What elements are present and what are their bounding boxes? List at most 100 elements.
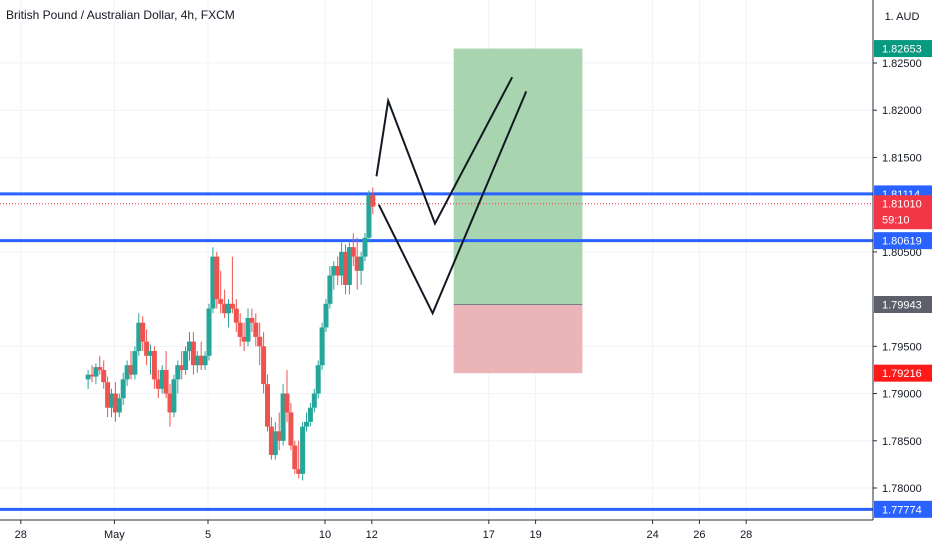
candle[interactable]	[124, 360, 130, 387]
candle[interactable]	[226, 299, 231, 328]
candle[interactable]	[229, 256, 235, 314]
candle[interactable]	[300, 421, 306, 481]
candle[interactable]	[148, 344, 153, 375]
price-tag-stop[interactable]: 1.79216	[874, 364, 932, 382]
projection-path-down[interactable]	[377, 90, 528, 316]
candle[interactable]	[261, 332, 267, 394]
price-tag-bg	[874, 195, 932, 230]
candle[interactable]	[280, 384, 286, 446]
candle[interactable]	[222, 289, 228, 318]
projection-path-up[interactable]	[375, 76, 514, 226]
candle[interactable]	[159, 365, 165, 394]
candle-body	[229, 303, 235, 309]
candle[interactable]	[167, 384, 173, 427]
candle[interactable]	[358, 251, 364, 285]
candle-body	[354, 256, 360, 271]
candle[interactable]	[163, 351, 169, 399]
candle[interactable]	[97, 355, 103, 375]
candle[interactable]	[183, 346, 189, 375]
candle[interactable]	[249, 308, 255, 333]
candle[interactable]	[233, 299, 239, 333]
candle[interactable]	[311, 388, 317, 413]
candle[interactable]	[210, 247, 216, 314]
candle[interactable]	[245, 308, 251, 347]
candle[interactable]	[89, 365, 95, 383]
candle[interactable]	[257, 322, 263, 366]
candle[interactable]	[339, 242, 345, 285]
candle[interactable]	[171, 374, 177, 418]
candle-body	[214, 256, 220, 300]
candle[interactable]	[93, 363, 99, 385]
candle[interactable]	[112, 382, 118, 422]
candle-body	[327, 275, 333, 304]
candle[interactable]	[366, 190, 372, 243]
candle[interactable]	[194, 351, 200, 373]
candle[interactable]	[335, 256, 341, 285]
candle[interactable]	[237, 313, 243, 347]
candle[interactable]	[198, 341, 204, 370]
grid	[0, 0, 873, 520]
candle[interactable]	[350, 233, 356, 267]
candle[interactable]	[268, 417, 274, 460]
candle[interactable]	[151, 346, 157, 389]
candle[interactable]	[109, 388, 114, 418]
candle[interactable]	[296, 440, 302, 479]
candle-body	[116, 398, 122, 413]
candle[interactable]	[319, 322, 325, 370]
candle[interactable]	[214, 251, 220, 309]
candle-body	[237, 322, 243, 337]
candle[interactable]	[307, 403, 313, 427]
candle[interactable]	[362, 233, 368, 262]
candle[interactable]	[105, 376, 111, 418]
candle[interactable]	[346, 242, 352, 295]
candle[interactable]	[315, 360, 321, 399]
candle[interactable]	[136, 313, 142, 356]
candle[interactable]	[253, 313, 259, 347]
candle[interactable]	[132, 346, 138, 380]
candle[interactable]	[155, 369, 161, 399]
candle-body	[210, 256, 216, 309]
candle[interactable]	[327, 266, 333, 309]
candle[interactable]	[144, 329, 150, 366]
candle[interactable]	[140, 316, 146, 352]
candle[interactable]	[190, 332, 196, 375]
candle[interactable]	[202, 351, 208, 370]
candle[interactable]	[323, 299, 329, 333]
candle[interactable]	[120, 372, 126, 405]
candle[interactable]	[218, 270, 224, 314]
candle[interactable]	[265, 374, 270, 432]
candle[interactable]	[128, 351, 134, 380]
candle[interactable]	[288, 403, 294, 451]
candle[interactable]	[304, 412, 309, 432]
candle[interactable]	[354, 237, 360, 290]
candle[interactable]	[175, 360, 181, 394]
candle[interactable]	[284, 369, 290, 422]
candle[interactable]	[85, 369, 91, 389]
price-tag-target[interactable]: 1.82653	[874, 40, 932, 58]
profit-zone[interactable]	[453, 48, 583, 305]
candle-body	[148, 351, 153, 356]
candle[interactable]	[101, 360, 107, 389]
candle-body	[206, 308, 212, 356]
loss-zone[interactable]	[453, 304, 583, 374]
price-tag-current[interactable]: 1.81010 59:10	[874, 195, 932, 230]
x-tick-label: May	[104, 529, 125, 541]
candle[interactable]	[343, 244, 348, 295]
candle[interactable]	[292, 440, 298, 474]
candle[interactable]	[370, 187, 376, 215]
price-tag-support-lower[interactable]: 1.77774	[874, 500, 932, 518]
candle[interactable]	[206, 303, 212, 361]
price-axis-bg	[873, 0, 932, 550]
price-tag-support-upper[interactable]: 1.80619	[874, 232, 932, 250]
candle[interactable]	[272, 421, 278, 460]
candle-body	[257, 336, 263, 347]
candle[interactable]	[116, 393, 122, 418]
candle[interactable]	[179, 351, 185, 380]
price-tag-entry[interactable]: 1.79943	[874, 295, 932, 313]
candle[interactable]	[187, 332, 192, 361]
candle[interactable]	[331, 261, 337, 290]
candle[interactable]	[276, 412, 282, 451]
candle[interactable]	[241, 322, 247, 352]
